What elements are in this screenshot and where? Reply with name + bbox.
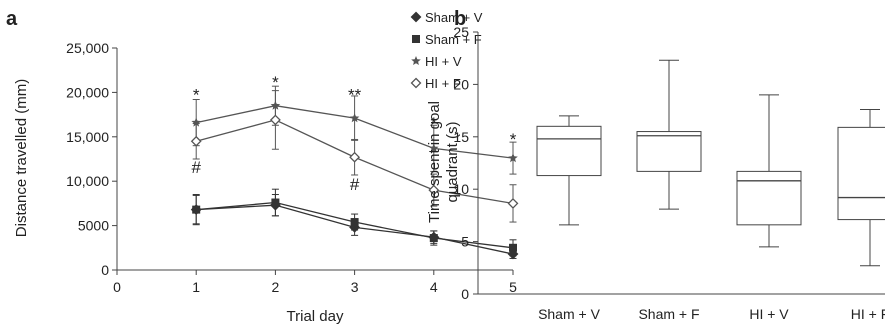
- data-point: [269, 114, 281, 126]
- legend-label: HI + V: [425, 54, 462, 69]
- panel-a-series-3: [190, 90, 519, 223]
- panel-b-y-axis-label-line-2: quadrant (s): [444, 122, 461, 203]
- panel-b-y-tick-label: 25: [453, 24, 469, 40]
- significance-hash: #: [191, 158, 201, 177]
- panel-a-y-tick-label: 20,000: [66, 84, 109, 100]
- data-point: [190, 135, 202, 147]
- panel-a-x-tick-label: 1: [192, 279, 200, 295]
- panel-a-y-axis-label: Distance travelled (mm): [13, 79, 30, 237]
- panel-a-y-tick-label: 0: [101, 262, 109, 278]
- data-point: [349, 151, 361, 163]
- legend-marker: [410, 11, 422, 23]
- panel-b-y-tick-label: 15: [453, 129, 469, 145]
- panel-a-y-tick-label: 15,000: [66, 129, 109, 145]
- significance-hash: #: [350, 175, 360, 194]
- panel-b-category-label: HI + V: [749, 306, 789, 322]
- box-3: [837, 109, 885, 267]
- significance-asterisk: *: [193, 86, 200, 105]
- legend-label: Sham + V: [425, 10, 483, 25]
- panel-a-x-axis-label: Trial day: [287, 308, 344, 325]
- panel-b-y-tick-label: 5: [461, 234, 469, 250]
- panel-a-x-tick-label: 0: [113, 279, 121, 295]
- panel-a-letter: a: [6, 8, 18, 30]
- data-point: [429, 143, 439, 153]
- data-point: [508, 153, 518, 163]
- data-point: [191, 117, 201, 127]
- box-1: [636, 59, 702, 210]
- panel-a-x-tick-label: 5: [509, 279, 517, 295]
- panel-b-category-label: HI + F: [851, 306, 885, 322]
- panel-b-y-tick-label: 20: [453, 76, 469, 92]
- data-point: [509, 243, 517, 252]
- panel-b-y-axis-label-line-1: Time spent in goal: [426, 101, 443, 223]
- significance-asterisk: **: [348, 86, 362, 105]
- legend-label: Sham + F: [425, 32, 482, 47]
- data-point: [349, 113, 360, 123]
- box-0: [536, 115, 602, 226]
- panel-a-y-tick-label: 5000: [78, 218, 109, 234]
- data-point: [429, 234, 438, 243]
- panel-b-category-label: Sham + V: [538, 306, 601, 322]
- significance-asterisk: *: [510, 130, 517, 149]
- data-point: [507, 197, 519, 209]
- legend-label: HI + F: [425, 76, 461, 91]
- panel-a-x-tick-label: 4: [430, 279, 438, 295]
- significance-asterisk: *: [272, 73, 279, 92]
- data-point: [271, 198, 280, 207]
- box-2: [736, 94, 802, 248]
- box-iqr: [536, 125, 602, 177]
- data-point: [350, 218, 359, 227]
- legend-marker: [411, 56, 421, 65]
- panel-b-letter: b: [454, 8, 466, 30]
- panel-a-x-tick-label: 3: [351, 279, 359, 295]
- panel-b-y-tick-label: 0: [461, 286, 469, 302]
- panel-a-x-tick-label: 2: [272, 279, 280, 295]
- panel-a-y-tick-label: 10,000: [66, 173, 109, 189]
- box-iqr: [736, 170, 802, 226]
- box-iqr: [636, 131, 702, 172]
- panel-b-box-plot: 0 5 10 15 20 25 Sham + V Sham + F HI + V HI + F: [453, 24, 885, 322]
- panel-a-legend: Sham + V Sham + F HI + V HI + F: [410, 10, 483, 91]
- box-iqr: [837, 126, 885, 221]
- significance-asterisk: *: [430, 114, 437, 133]
- data-point: [428, 184, 440, 196]
- data-point: [192, 205, 201, 214]
- legend-marker: [412, 35, 420, 43]
- panel-b-category-label: Sham + F: [638, 306, 699, 322]
- panel-a-series-1: [192, 188, 517, 257]
- panel-b-y-tick-label: 10: [453, 181, 469, 197]
- panel-b-y-axis-label: Time spent in goal quadrant (s): [426, 101, 461, 223]
- legend-marker: [410, 77, 422, 89]
- panel-a-y-tick-label: 25,000: [66, 40, 109, 56]
